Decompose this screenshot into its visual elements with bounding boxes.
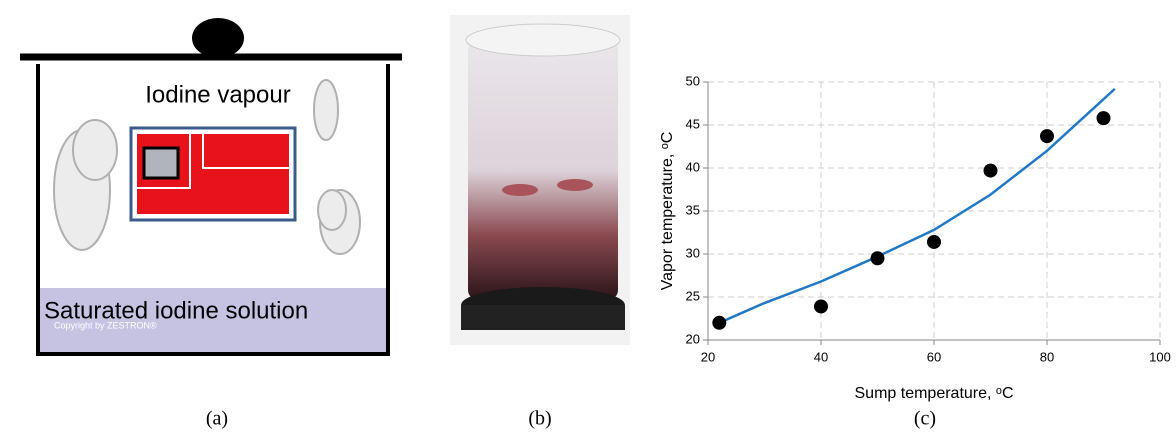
x-tick-label: 60: [927, 349, 941, 364]
solution: [38, 288, 388, 354]
data-point: [983, 163, 998, 178]
diagram: Iodine vapour Saturated iodine solution …: [20, 18, 402, 356]
y-tick-label: 20: [686, 331, 700, 346]
caption: (a): [206, 408, 228, 430]
x-tick-label: 100: [1149, 349, 1171, 364]
sample: [557, 179, 593, 191]
container: [36, 64, 390, 356]
x-axis-label: Sump temperature, ᵒC: [855, 385, 1014, 402]
data-point: [1096, 111, 1111, 126]
sample: [502, 184, 538, 196]
knob: [192, 18, 244, 58]
x-tick-label: 20: [701, 349, 715, 364]
x-tick-label: 80: [1040, 349, 1054, 364]
y-tick-label: 40: [686, 159, 700, 174]
vapour-label: Iodine vapour: [145, 81, 290, 108]
data-point: [870, 251, 885, 266]
clouds: [53, 79, 361, 255]
x-tick-label: 40: [814, 349, 828, 364]
data-point: [712, 315, 727, 330]
component: [142, 146, 180, 180]
data-point: [1040, 129, 1054, 144]
data-point: [927, 234, 941, 249]
caption: (c): [914, 408, 936, 430]
y-tick-label: 35: [686, 202, 700, 217]
hotplate-base: [461, 305, 625, 330]
jar: [468, 40, 618, 300]
y-tick-label: 50: [686, 73, 700, 88]
photo: [450, 15, 630, 345]
y-tick-label: 25: [686, 288, 700, 303]
caption: (b): [528, 408, 551, 430]
y-tick-label: 45: [686, 116, 700, 131]
fit-curve: [718, 87, 1116, 324]
data-point: [814, 299, 828, 314]
y-axis-label: Vapor temperature, ᵒC: [659, 132, 676, 291]
y-tick-label: 30: [686, 245, 700, 260]
copyright: Copyright by ZESTRON®: [54, 320, 157, 330]
solution-label: Saturated iodine solution: [44, 297, 308, 324]
traces: [137, 134, 289, 189]
jar-lid: [465, 23, 621, 57]
